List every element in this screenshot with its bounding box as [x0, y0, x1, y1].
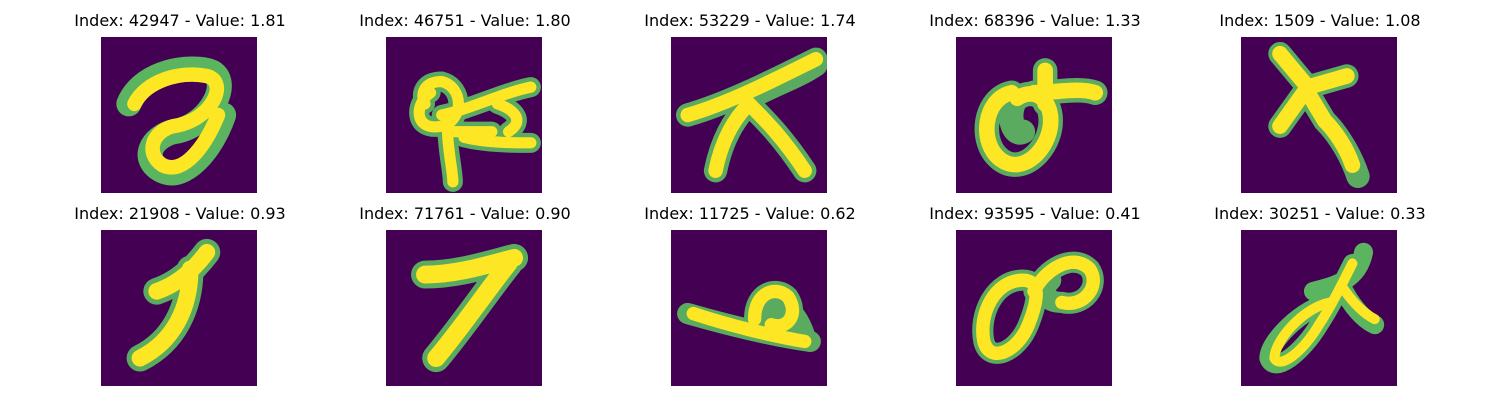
panel-title: Index: 68396 - Value: 1.33 — [929, 11, 1141, 30]
panel-title: Index: 42947 - Value: 1.81 — [74, 11, 286, 30]
digit-image — [671, 230, 827, 386]
panel-2: Index: 46751 - Value: 1.80 — [335, 11, 595, 193]
digit-image — [1241, 230, 1397, 386]
panel-title: Index: 53229 - Value: 1.74 — [644, 11, 856, 30]
digit-image — [386, 37, 542, 193]
panel-7: Index: 71761 - Value: 0.90 — [335, 204, 595, 386]
panel-8: Index: 11725 - Value: 0.62 — [620, 204, 880, 386]
digit-image — [956, 37, 1112, 193]
digit-image — [101, 37, 257, 193]
panel-4: Index: 68396 - Value: 1.33 — [905, 11, 1165, 193]
panel-9: Index: 93595 - Value: 0.41 — [905, 204, 1165, 386]
panel-title: Index: 46751 - Value: 1.80 — [359, 11, 571, 30]
panel-title: Index: 21908 - Value: 0.93 — [74, 204, 286, 223]
digit-image — [1241, 37, 1397, 193]
panel-6: Index: 21908 - Value: 0.93 — [50, 204, 310, 386]
digit-image — [386, 230, 542, 386]
panel-title: Index: 71761 - Value: 0.90 — [359, 204, 571, 223]
panel-10: Index: 30251 - Value: 0.33 — [1190, 204, 1450, 386]
panel-title: Index: 30251 - Value: 0.33 — [1214, 204, 1426, 223]
panel-1: Index: 42947 - Value: 1.81 — [50, 11, 310, 193]
panel-5: Index: 1509 - Value: 1.08 — [1190, 11, 1450, 193]
digit-image — [671, 37, 827, 193]
panel-title: Index: 93595 - Value: 0.41 — [929, 204, 1141, 223]
panel-title: Index: 11725 - Value: 0.62 — [644, 204, 856, 223]
panel-3: Index: 53229 - Value: 1.74 — [620, 11, 880, 193]
digit-image — [101, 230, 257, 386]
digit-image — [956, 230, 1112, 386]
panel-title: Index: 1509 - Value: 1.08 — [1219, 11, 1421, 30]
